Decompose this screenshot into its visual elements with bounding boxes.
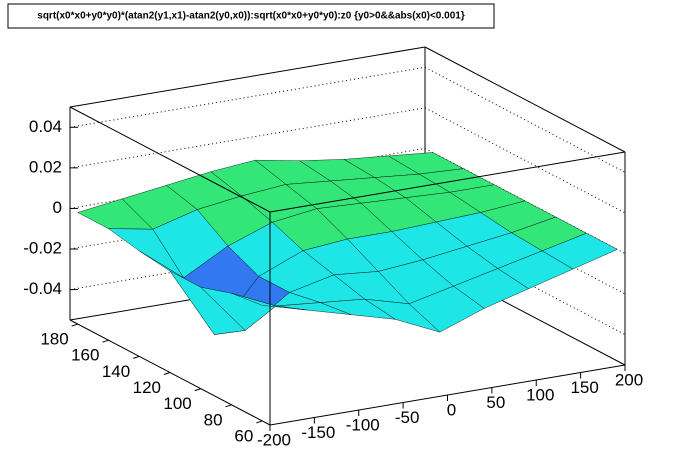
box-edge — [69, 46, 426, 108]
z-tick-label: -0.04 — [23, 279, 62, 298]
x-tick-label: 50 — [486, 393, 505, 412]
title-box — [7, 3, 495, 29]
y-tick-label: 180 — [40, 330, 68, 349]
y-tick-label: 100 — [163, 394, 191, 413]
box-edge — [424, 46, 626, 153]
x-tick-label: -100 — [346, 415, 380, 434]
z-tick-label: 0.04 — [29, 117, 62, 136]
z-tick-label: 0 — [53, 198, 62, 217]
x-tick-label: -200 — [257, 430, 291, 449]
x-tick-label: 150 — [570, 378, 598, 397]
y-tick-label: 80 — [204, 410, 223, 429]
y-tick-label: 120 — [133, 378, 161, 397]
z-tick-label: 0.02 — [29, 157, 62, 176]
box-edge — [69, 106, 271, 213]
x-tick-label: 100 — [526, 385, 554, 404]
z-tick-label: -0.02 — [23, 238, 62, 257]
y-tick — [225, 404, 232, 408]
chart-title: sqrt(x0*x0+y0*y0)*(atan2(y1,x1)-atan2(y0… — [37, 11, 465, 22]
box-edge — [269, 151, 626, 213]
y-tick-label: 140 — [102, 362, 130, 381]
surface-cell — [231, 293, 307, 311]
y-tick — [133, 355, 140, 359]
grid-line — [424, 66, 626, 173]
y-tick-label: 160 — [71, 346, 99, 365]
grid-line — [69, 107, 426, 169]
y-tick-label: 60 — [234, 426, 253, 445]
y-tick — [256, 420, 263, 424]
y-tick — [163, 372, 171, 375]
grid-line — [69, 66, 426, 128]
y-tick — [194, 388, 201, 392]
x-tick-label: 0 — [447, 400, 456, 419]
y-tick — [71, 323, 78, 327]
x-tick-label: -50 — [395, 408, 420, 427]
y-tick — [102, 339, 109, 343]
grid-line — [424, 107, 626, 214]
x-tick-label: -150 — [301, 423, 335, 442]
x-tick-label: 200 — [615, 370, 643, 389]
